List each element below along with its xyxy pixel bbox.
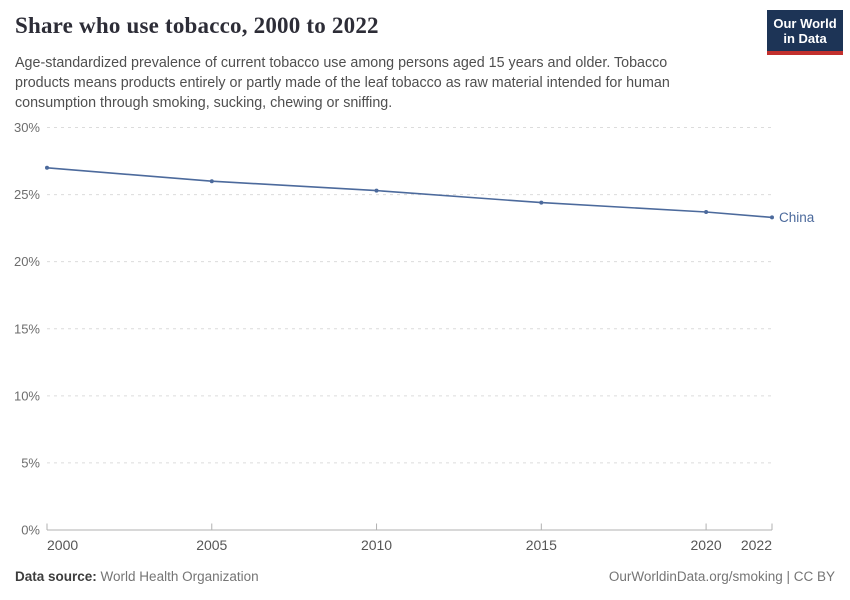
- y-tick-label: 5%: [21, 455, 40, 470]
- chart-footer: Data source: World Health Organization O…: [15, 569, 835, 584]
- data-point[interactable]: [374, 188, 379, 193]
- data-point[interactable]: [704, 210, 709, 214]
- series-china: China: [45, 165, 815, 225]
- chart-title: Share who use tobacco, 2000 to 2022: [15, 13, 379, 38]
- x-tick-label: 2000: [47, 537, 78, 553]
- x-axis: 2000 2005 2010 2015 2020 2022: [46, 523, 773, 553]
- x-tick-label: 2005: [196, 537, 227, 553]
- x-tick-label: 2022: [741, 537, 772, 553]
- data-point[interactable]: [45, 165, 49, 170]
- x-tick-label: 2015: [526, 537, 557, 553]
- x-tick-label: 2020: [691, 537, 722, 553]
- data-source-name: World Health Organization: [100, 569, 259, 584]
- y-tick-label: 30%: [14, 120, 40, 135]
- attribution-link[interactable]: OurWorldinData.org/smoking | CC BY: [608, 569, 835, 584]
- data-source-label: Data source:: [15, 569, 97, 584]
- gridlines: 0% 5% 10% 15% 20% 25% 30%: [14, 120, 772, 538]
- logo-line-2: in Data: [783, 31, 827, 46]
- y-tick-label: 10%: [14, 388, 40, 403]
- data-point[interactable]: [539, 200, 544, 205]
- logo-line-1: Our World: [773, 16, 837, 31]
- y-tick-label: 20%: [14, 254, 40, 269]
- y-tick-label: 25%: [14, 187, 40, 202]
- x-tick-label: 2010: [361, 537, 392, 553]
- data-point[interactable]: [770, 215, 774, 220]
- y-tick-label: 15%: [14, 321, 40, 336]
- series-line[interactable]: [46, 167, 773, 219]
- owid-logo[interactable]: Our World in Data: [767, 10, 843, 55]
- data-source: Data source: World Health Organization: [15, 569, 259, 584]
- chart-subtitle: Age-standardized prevalence of current t…: [15, 55, 670, 111]
- data-point[interactable]: [209, 179, 214, 184]
- series-end-label[interactable]: China: [779, 210, 815, 225]
- y-tick-label: 0%: [21, 523, 40, 538]
